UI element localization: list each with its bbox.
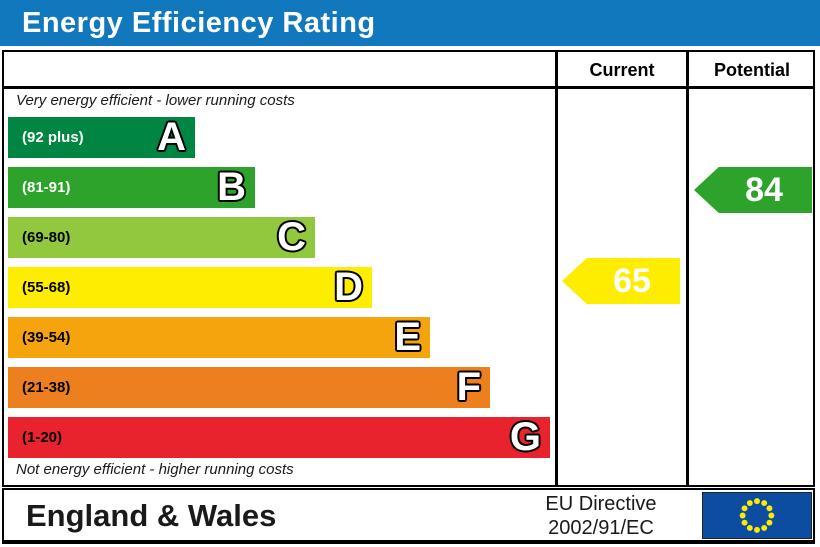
band-g-bar: (1-20) G <box>8 417 550 458</box>
potential-rating-arrow: 84 <box>694 167 812 213</box>
eu-directive-label: EU Directive 2002/91/EC <box>512 492 690 540</box>
current-rating-arrow: 65 <box>562 258 680 304</box>
current-column-header: Current <box>589 60 655 80</box>
eu-flag-icon <box>702 492 812 539</box>
potential-column-header: Potential <box>713 60 790 80</box>
band-g-range: (1-20) <box>22 429 63 446</box>
chart-title: Energy Efficiency Rating <box>0 0 820 46</box>
region-label: England & Wales <box>26 498 277 533</box>
caption-not-efficient: Not energy efficient - higher running co… <box>16 461 294 478</box>
band-a-range: (92 plus) <box>22 129 84 146</box>
band-f-range: (21-38) <box>22 379 71 396</box>
band-b-bar: (81-91) B <box>8 167 255 208</box>
band-d-range: (55-68) <box>22 279 71 296</box>
band-a-bar: (92 plus) A <box>8 117 195 158</box>
band-c-range: (69-80) <box>22 229 71 246</box>
band-d-letter: D <box>334 265 363 309</box>
current-rating-value: 65 <box>613 261 651 300</box>
band-e-bar: (39-54) E <box>8 317 430 358</box>
caption-very-efficient: Very energy efficient - lower running co… <box>16 92 295 109</box>
band-b-letter: B <box>217 165 246 209</box>
header-divider <box>2 86 815 89</box>
eu-directive-line2: 2002/91/EC <box>548 517 654 539</box>
band-e-letter: E <box>394 315 421 359</box>
band-a-letter: A <box>157 115 186 159</box>
band-g-letter: G <box>509 415 541 459</box>
eu-directive-line1: EU Directive <box>545 493 657 515</box>
band-c-letter: C <box>277 215 306 259</box>
band-b-range: (81-91) <box>22 179 71 196</box>
potential-column-divider <box>686 50 689 487</box>
band-e-range: (39-54) <box>22 329 71 346</box>
potential-rating-value: 84 <box>745 170 783 209</box>
footer-bar <box>2 488 815 544</box>
band-d-bar: (55-68) D <box>8 267 372 308</box>
current-column-divider <box>555 50 558 487</box>
band-f-bar: (21-38) F <box>8 367 490 408</box>
band-c-bar: (69-80) C <box>8 217 315 258</box>
band-f-letter: F <box>456 365 481 409</box>
